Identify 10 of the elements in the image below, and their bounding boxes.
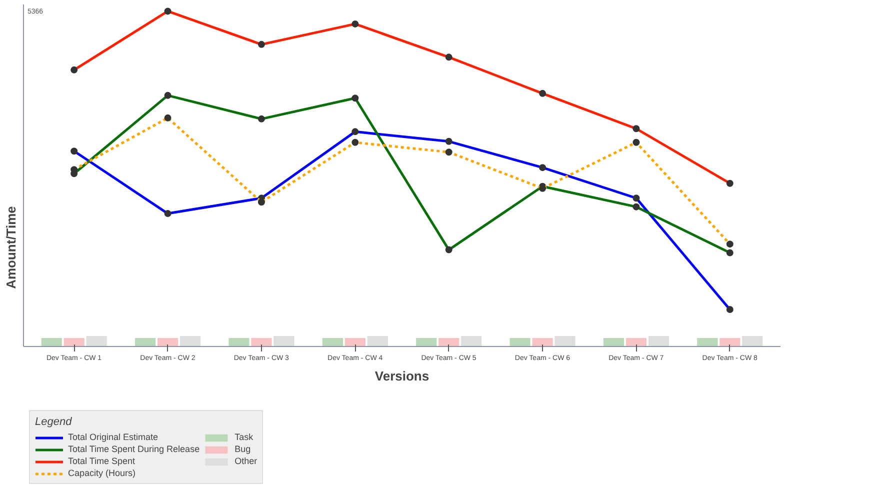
x-axis-title: Versions [374, 368, 430, 384]
legend-label: Bug [234, 444, 252, 454]
legend-title: Legend [35, 416, 73, 428]
legend-label: Total Time Spent During Release [68, 444, 200, 454]
legend-label: Total Original Estimate [68, 432, 158, 442]
legend-label: Total Time Spent [68, 456, 136, 466]
legend-label: Capacity (Hours) [68, 468, 136, 478]
legend-label: Other [234, 456, 258, 466]
y-axis-title: Amount/Time [4, 206, 18, 289]
legend-label: Task [234, 432, 254, 442]
